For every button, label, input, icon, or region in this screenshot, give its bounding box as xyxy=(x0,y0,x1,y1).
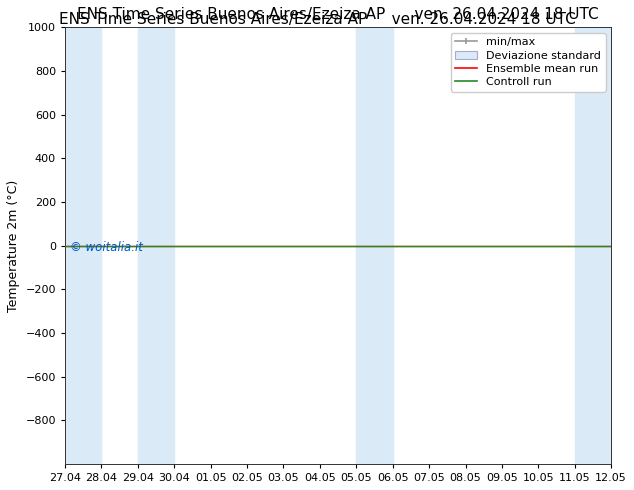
Title: ENS Time Series Buenos Aires/Ezeiza AP      ven. 26.04.2024 18 UTC: ENS Time Series Buenos Aires/Ezeiza AP v… xyxy=(77,7,599,22)
Legend: min/max, Deviazione standard, Ensemble mean run, Controll run: min/max, Deviazione standard, Ensemble m… xyxy=(451,33,605,92)
Bar xyxy=(138,27,174,464)
Y-axis label: Temperature 2m (°C): Temperature 2m (°C) xyxy=(7,179,20,312)
Text: © woitalia.it: © woitalia.it xyxy=(70,241,143,254)
Text: ENS Time Series Buenos Aires/Ezeiza AP     ven. 26.04.2024 18 UTC: ENS Time Series Buenos Aires/Ezeiza AP v… xyxy=(58,12,576,27)
Bar xyxy=(65,27,101,464)
Bar xyxy=(356,27,392,464)
Bar xyxy=(575,27,630,464)
